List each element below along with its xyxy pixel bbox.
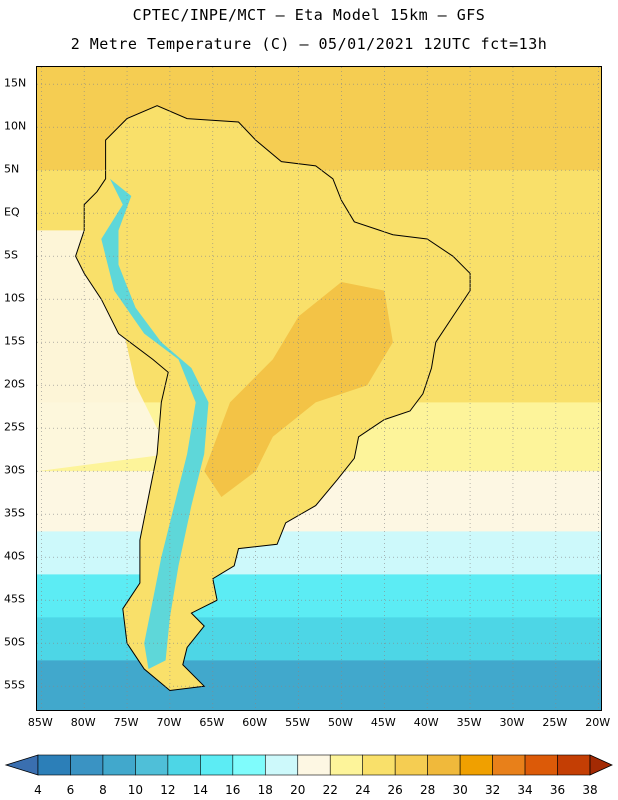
- lon-label-45W: 45W: [370, 716, 396, 729]
- colorbar-bin-12: [394, 754, 428, 776]
- colorbar-bin-10: [329, 754, 364, 776]
- colorbar-label-4: 4: [34, 783, 42, 797]
- colorbar-high-arrow: [589, 754, 613, 776]
- lon-label-20W: 20W: [585, 716, 611, 729]
- lon-label-55W: 55W: [285, 716, 310, 729]
- pacific-cool-band: [37, 230, 170, 472]
- lon-label-75W: 75W: [113, 716, 139, 729]
- colorbar-label-20: 20: [290, 783, 306, 797]
- temperature-map: [37, 67, 601, 710]
- colorbar-bin-8: [264, 754, 299, 776]
- lon-label-50W: 50W: [328, 716, 353, 729]
- map-area[interactable]: [36, 66, 602, 711]
- lat-label-30S: 30S: [4, 463, 25, 477]
- colorbar-label-34: 34: [517, 783, 533, 797]
- lat-label-45S: 45S: [4, 592, 25, 606]
- colorbar-label-18: 18: [257, 783, 273, 797]
- ocean-zone-6: [37, 617, 601, 662]
- lat-label-35S: 35S: [4, 506, 25, 520]
- lon-label-35W: 35W: [456, 716, 482, 729]
- colorbar-bin-16: [524, 754, 558, 776]
- lon-label-80W: 80W: [70, 716, 96, 729]
- colorbar-bin-13: [427, 754, 461, 776]
- colorbar-bin-1: [37, 754, 71, 776]
- colorbar-bin-17: [557, 754, 591, 776]
- colorbar-label-6: 6: [66, 783, 75, 797]
- lat-label-10S: 10S: [4, 291, 25, 305]
- lon-label-85W: 85W: [27, 716, 53, 729]
- colorbar-low-arrow: [4, 754, 39, 776]
- colorbar-label-26: 26: [387, 783, 403, 797]
- colorbar: [4, 754, 613, 776]
- lat-label-55S: 55S: [4, 678, 25, 692]
- colorbar-label-16: 16: [225, 783, 241, 797]
- lon-label-25W: 25W: [542, 716, 568, 729]
- colorbar-bin-5: [167, 754, 201, 776]
- colorbar-label-38: 38: [582, 783, 598, 797]
- lon-label-60W: 60W: [242, 716, 268, 729]
- ocean-zone-4: [37, 531, 601, 576]
- colorbar-bin-15: [492, 754, 526, 776]
- colorbar-bin-4: [135, 754, 169, 776]
- colorbar-label-22: 22: [322, 783, 338, 797]
- colorbar-bin-3: [102, 754, 136, 776]
- lon-label-70W: 70W: [156, 716, 182, 729]
- lon-label-65W: 65W: [199, 716, 225, 729]
- warm-interior-region: [204, 282, 393, 497]
- colorbar-label-36: 36: [549, 783, 566, 797]
- lon-label-30W: 30W: [499, 716, 525, 729]
- colorbar-bin-9: [297, 754, 331, 776]
- map-subtitle: 2 Metre Temperature (C) – 05/01/2021 12U…: [70, 35, 548, 53]
- colorbar-bin-14: [459, 754, 493, 776]
- colorbar-bin-7: [232, 754, 266, 776]
- lat-label-5S: 5S: [4, 248, 18, 262]
- lat-label-15S: 15S: [4, 334, 25, 348]
- lon-label-40W: 40W: [413, 716, 439, 729]
- lat-label-40S: 40S: [4, 549, 25, 563]
- colorbar-label-30: 30: [452, 783, 468, 797]
- colorbar-bin-2: [70, 754, 104, 776]
- colorbar-label-32: 32: [484, 783, 501, 797]
- lat-label-15N: 15N: [4, 76, 27, 90]
- lat-label-EQ: EQ: [4, 205, 20, 219]
- ocean-zone-5: [37, 574, 601, 619]
- lat-label-10N: 10N: [4, 119, 27, 133]
- colorbar-bin-6: [200, 754, 234, 776]
- colorbar-label-10: 10: [127, 783, 144, 797]
- ocean-zone-7: [37, 660, 601, 710]
- colorbar-label-14: 14: [192, 783, 208, 797]
- andes-cold-region: [101, 178, 209, 670]
- colorbar-label-24: 24: [355, 783, 371, 797]
- lat-label-50S: 50S: [4, 635, 25, 649]
- colorbar-label-28: 28: [420, 783, 436, 797]
- colorbar-label-12: 12: [160, 783, 176, 797]
- colorbar-bin-11: [362, 754, 396, 776]
- lat-label-25S: 25S: [4, 420, 25, 434]
- colorbar-label-8: 8: [99, 783, 107, 797]
- map-title: CPTEC/INPE/MCT – Eta Model 15km – GFS: [132, 6, 486, 24]
- lat-label-5N: 5N: [4, 162, 20, 176]
- lat-label-20S: 20S: [4, 377, 25, 391]
